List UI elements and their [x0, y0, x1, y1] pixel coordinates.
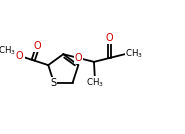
Text: CH$_3$: CH$_3$ [86, 77, 104, 89]
Text: S: S [51, 78, 57, 88]
Text: O: O [75, 53, 83, 63]
Text: O: O [105, 33, 113, 43]
Text: O: O [16, 51, 23, 61]
Text: O: O [34, 41, 41, 51]
Text: CH$_3$: CH$_3$ [125, 48, 143, 60]
Text: CH$_3$: CH$_3$ [0, 45, 16, 57]
